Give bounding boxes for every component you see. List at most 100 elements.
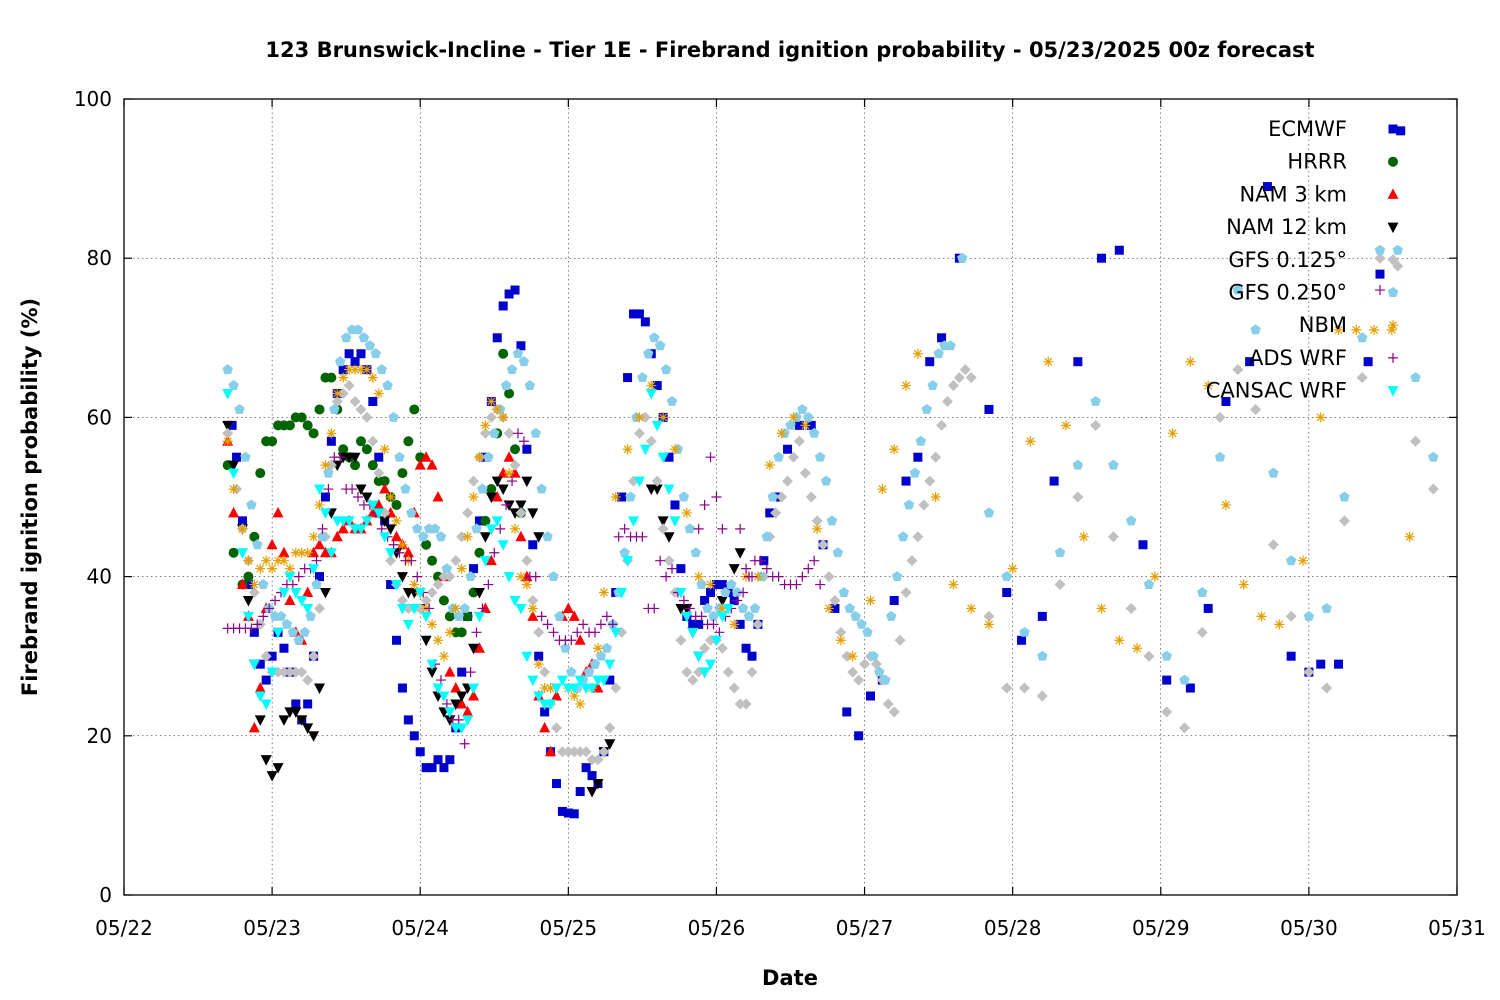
data-point <box>1096 603 1107 614</box>
data-point <box>652 381 662 391</box>
data-point <box>530 427 541 438</box>
data-point <box>439 763 449 773</box>
data-point <box>880 674 891 685</box>
data-point <box>402 546 414 558</box>
data-point <box>509 467 521 478</box>
data-point <box>1333 324 1344 335</box>
data-point <box>1203 603 1213 613</box>
data-point <box>539 666 551 678</box>
data-point <box>373 388 384 399</box>
data-point <box>1090 395 1101 406</box>
data-point <box>509 459 521 471</box>
data-point <box>651 484 663 496</box>
data-point <box>578 619 589 630</box>
x-tick-label: 05/27 <box>836 916 894 940</box>
data-point <box>527 594 539 606</box>
data-point <box>533 659 544 670</box>
data-point <box>746 571 757 582</box>
data-point <box>696 579 707 590</box>
data-point <box>521 570 533 582</box>
data-point <box>945 340 956 351</box>
data-point <box>518 356 530 367</box>
data-point <box>474 516 484 526</box>
data-point <box>708 619 719 630</box>
data-point <box>1036 690 1048 702</box>
data-point <box>485 492 497 503</box>
data-point <box>664 452 674 462</box>
data-point <box>817 539 829 551</box>
data-point <box>485 554 497 566</box>
data-point <box>1197 587 1208 597</box>
data-point <box>474 547 485 558</box>
data-point <box>1262 182 1272 192</box>
data-point <box>811 515 823 527</box>
data-point <box>403 715 413 725</box>
data-point <box>1274 619 1285 630</box>
data-point <box>913 452 923 462</box>
data-point <box>941 395 953 407</box>
data-point <box>509 595 521 607</box>
data-point <box>479 602 491 613</box>
data-point <box>669 444 680 455</box>
data-point <box>492 404 503 415</box>
data-point <box>752 618 764 630</box>
data-point <box>847 651 858 662</box>
data-point <box>254 682 266 693</box>
data-point <box>574 634 586 645</box>
data-point <box>1428 451 1439 462</box>
data-point <box>468 475 480 487</box>
data-point <box>388 539 399 550</box>
data-point <box>856 618 867 629</box>
data-point <box>414 459 426 470</box>
data-point <box>343 380 355 392</box>
data-point <box>761 563 772 574</box>
data-point <box>654 340 666 351</box>
data-point <box>1072 459 1084 470</box>
data-point <box>711 492 722 502</box>
data-point <box>1374 285 1385 296</box>
legend-marker <box>1387 222 1399 234</box>
data-point <box>222 364 233 375</box>
data-point <box>1250 403 1262 415</box>
y-tick-label: 20 <box>87 724 112 748</box>
data-point <box>607 619 618 630</box>
data-point <box>396 594 408 606</box>
data-point <box>699 642 711 654</box>
data-point <box>379 476 390 487</box>
data-point <box>814 451 826 462</box>
data-point <box>435 531 447 542</box>
data-point <box>738 587 749 598</box>
data-point <box>568 610 580 621</box>
data-point <box>1037 611 1047 621</box>
data-point <box>808 427 820 438</box>
data-point <box>1316 659 1326 669</box>
data-point <box>737 602 749 613</box>
data-point <box>222 420 234 432</box>
data-point <box>912 531 924 543</box>
data-point <box>303 699 313 709</box>
data-point <box>278 588 290 599</box>
data-point <box>237 523 248 534</box>
data-point <box>450 682 462 693</box>
data-point <box>1049 476 1059 486</box>
data-point <box>515 571 526 582</box>
data-point <box>222 427 234 439</box>
series-5 <box>222 244 1439 693</box>
data-point <box>438 571 450 583</box>
data-point <box>684 603 695 614</box>
data-point <box>278 555 289 566</box>
data-point <box>865 691 875 701</box>
data-point <box>497 467 509 478</box>
data-point <box>622 556 634 567</box>
data-point <box>812 523 823 534</box>
data-point <box>882 698 894 710</box>
data-point <box>456 563 467 574</box>
data-point <box>361 444 372 455</box>
data-point <box>504 388 515 399</box>
data-point <box>1250 324 1261 335</box>
data-point <box>462 705 474 717</box>
data-point <box>432 683 444 695</box>
data-point <box>473 588 485 599</box>
data-point <box>468 690 480 701</box>
